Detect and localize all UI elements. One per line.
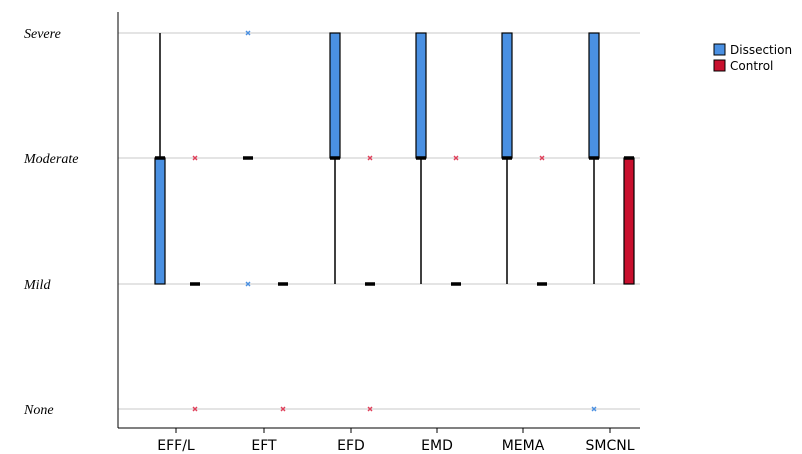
control-emd-outlier-moderate bbox=[453, 155, 459, 161]
dissection-eft-outlier-mild bbox=[245, 281, 251, 287]
control-efd-outlier-stroke-b bbox=[367, 406, 373, 412]
control-mema-outlier-stroke-b bbox=[539, 155, 545, 161]
control-efd-outlier-none bbox=[367, 406, 373, 412]
control-eff-l-outlier-stroke-b bbox=[192, 406, 198, 412]
y-tick-none: None bbox=[23, 403, 54, 418]
x-tick-emd: EMD bbox=[421, 438, 453, 454]
dissection-eft-outlier-stroke-b bbox=[245, 281, 251, 287]
boxes bbox=[154, 30, 635, 412]
x-tick-eft: EFT bbox=[251, 438, 277, 454]
dissection-efd-box bbox=[329, 32, 341, 159]
x-tick-mema: MEMA bbox=[502, 438, 545, 454]
dissection-mema-box bbox=[501, 32, 513, 159]
control-eff-l-outlier-none bbox=[192, 406, 198, 412]
dissection-smcnl-outlier-none bbox=[591, 406, 597, 412]
y-tick-moderate: Moderate bbox=[23, 152, 78, 167]
legend-label-dissection: Dissection bbox=[730, 43, 792, 57]
y-tick-severe: Severe bbox=[24, 27, 61, 42]
control-eff-l-outlier-moderate bbox=[192, 155, 198, 161]
dissection-eff-l-box bbox=[154, 157, 166, 285]
control-eff-l-outlier-stroke-b bbox=[192, 155, 198, 161]
control-eft-outlier-stroke-b bbox=[280, 406, 286, 412]
legend: Dissection Control bbox=[713, 43, 792, 73]
y-tick-mild: Mild bbox=[23, 278, 51, 293]
x-tick-labels: EFF/L EFT EFD EMD MEMA SMCNL bbox=[157, 438, 634, 454]
control-emd-outlier-stroke-b bbox=[453, 155, 459, 161]
x-tick-efd: EFD bbox=[337, 438, 365, 454]
dissection-emd-box bbox=[415, 32, 427, 159]
legend-label-control: Control bbox=[730, 59, 773, 73]
x-tick-smcnl: SMCNL bbox=[585, 438, 634, 454]
dissection-smcnl-box bbox=[588, 32, 600, 159]
control-smcnl-box bbox=[623, 157, 635, 285]
control-efd-outlier-moderate bbox=[367, 155, 373, 161]
axes bbox=[117, 12, 640, 433]
dissection-eft-outlier-stroke-b bbox=[245, 30, 251, 36]
control-efd-outlier-stroke-b bbox=[367, 155, 373, 161]
y-tick-labels: None Mild Moderate Severe bbox=[23, 27, 78, 418]
control-eft-outlier-none bbox=[280, 406, 286, 412]
gridlines bbox=[118, 32, 640, 410]
legend-swatch-dissection bbox=[713, 43, 726, 56]
x-tick-eff-l: EFF/L bbox=[157, 438, 195, 454]
control-mema-outlier-moderate bbox=[539, 155, 545, 161]
dissection-eft-outlier-severe bbox=[245, 30, 251, 36]
legend-swatch-control bbox=[713, 59, 726, 72]
dissection-smcnl-outlier-stroke-b bbox=[591, 406, 597, 412]
